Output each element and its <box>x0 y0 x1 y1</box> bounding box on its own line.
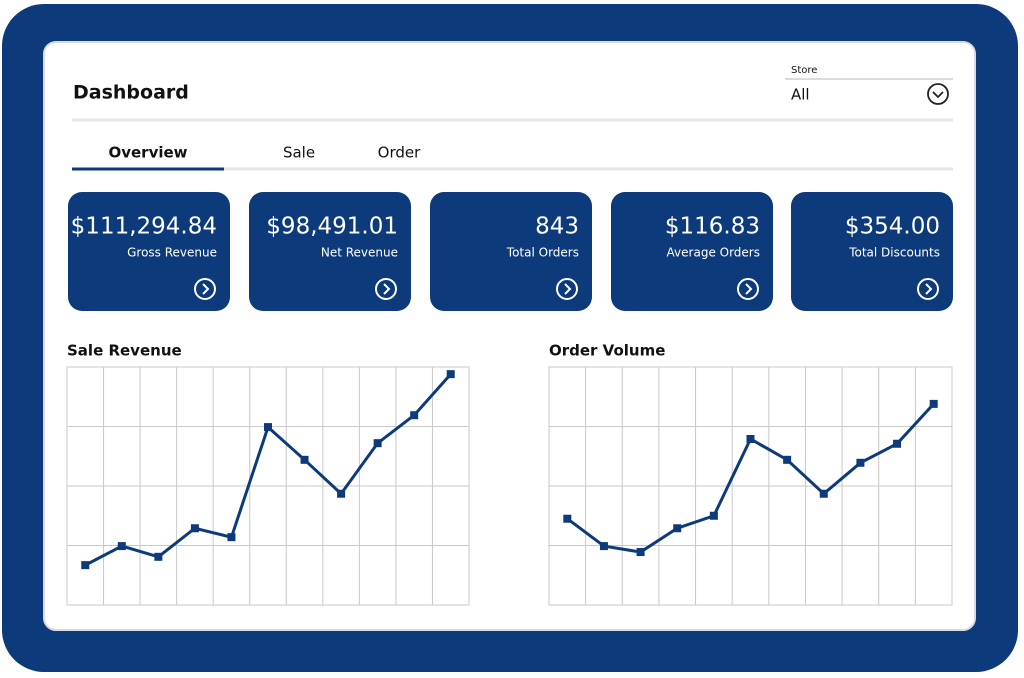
metric-card[interactable] <box>791 192 953 311</box>
point <box>599 542 608 551</box>
metric-value: $98,491.01 <box>266 214 398 240</box>
plot-border <box>548 366 953 606</box>
point <box>154 552 163 561</box>
dropdown-icon[interactable] <box>927 83 949 105</box>
chart-title: Sale Revenue <box>67 342 182 360</box>
metric-value: $354.00 <box>845 214 940 240</box>
chart-title: Order Volume <box>549 342 665 360</box>
point <box>746 434 755 443</box>
point <box>819 489 828 498</box>
point <box>264 423 272 432</box>
metric-label: Gross Revenue <box>127 246 217 260</box>
point <box>709 511 718 520</box>
point <box>893 439 902 448</box>
store-label: Store <box>791 65 817 76</box>
point <box>673 524 682 533</box>
point <box>373 439 382 448</box>
point <box>81 561 90 570</box>
metric-label: Total Orders <box>506 246 579 260</box>
chevron <box>202 283 210 295</box>
point <box>117 542 126 551</box>
metric-value: $116.83 <box>665 214 760 240</box>
page-title: Dashboard <box>73 82 189 104</box>
store-select[interactable]: All <box>791 83 949 105</box>
point <box>929 399 938 408</box>
tab[interactable]: Order <box>378 144 421 162</box>
plot-border <box>66 366 470 606</box>
point <box>190 524 199 533</box>
point <box>337 489 346 498</box>
point <box>227 533 236 542</box>
metric-card[interactable] <box>430 192 592 311</box>
metric-value: 843 <box>535 214 579 240</box>
point <box>856 458 865 467</box>
tab[interactable]: Overview <box>108 144 187 162</box>
metric-card[interactable] <box>249 192 411 311</box>
chevron <box>925 283 933 295</box>
point <box>300 455 309 464</box>
card-arrow-button[interactable] <box>194 278 216 300</box>
store-value: All <box>791 86 810 104</box>
metric-value: $111,294.84 <box>71 214 217 240</box>
point <box>446 370 455 379</box>
card-arrow-button[interactable] <box>737 278 759 300</box>
chevron <box>564 283 572 295</box>
card-arrow-button[interactable] <box>917 278 939 300</box>
chevron <box>932 91 944 99</box>
metric-card[interactable] <box>611 192 773 311</box>
chevron <box>745 283 753 295</box>
panel <box>43 41 976 631</box>
metric-label: Total Discounts <box>848 246 940 260</box>
point <box>636 548 645 557</box>
tab[interactable]: Sale <box>283 144 315 162</box>
chevron <box>383 283 391 295</box>
metric-label: Net Revenue <box>321 246 398 260</box>
point <box>410 411 419 420</box>
card-arrow-button[interactable] <box>375 278 397 300</box>
metric-card[interactable] <box>68 192 230 311</box>
metric-label: Average Orders <box>667 246 760 260</box>
point <box>563 514 572 523</box>
card-arrow-button[interactable] <box>556 278 578 300</box>
point <box>783 455 792 464</box>
